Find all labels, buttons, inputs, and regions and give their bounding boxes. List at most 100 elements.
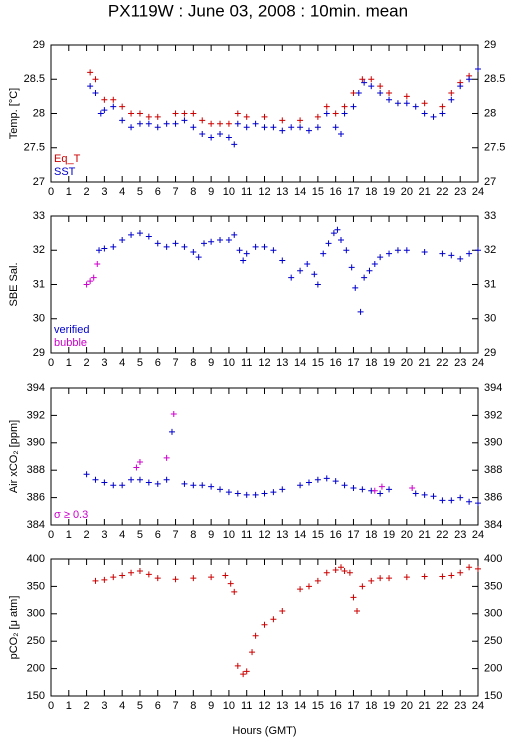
data-point (136, 568, 143, 575)
data-point (168, 428, 175, 435)
data-point (448, 96, 455, 103)
x-tick-label: 2 (84, 357, 90, 369)
y-tick-label: 28 (33, 107, 45, 119)
data-point (145, 120, 152, 127)
data-point (145, 571, 152, 578)
x-tick-label: 11 (241, 529, 252, 541)
data-point (234, 662, 241, 669)
x-tick-label: 4 (119, 186, 125, 198)
data-point (217, 131, 224, 138)
data-point (136, 120, 143, 127)
data-point (348, 264, 355, 271)
data-point (181, 480, 188, 487)
x-tick-label: 22 (436, 700, 448, 712)
data-point (110, 574, 117, 581)
data-point (90, 274, 97, 281)
data-point (297, 267, 304, 274)
data-point (350, 485, 357, 492)
x-tick-label: 12 (258, 529, 270, 541)
data-point (332, 478, 339, 485)
y-tick-label: 200 (484, 663, 502, 675)
data-point (377, 83, 384, 90)
data-point (225, 489, 232, 496)
data-point (377, 575, 384, 582)
y-tick-label: 386 (27, 492, 45, 504)
data-point (217, 486, 224, 493)
x-tick-label: 1 (66, 186, 72, 198)
x-tick-label: 7 (172, 529, 178, 541)
data-point (354, 608, 361, 615)
x-tick-label: 0 (48, 357, 54, 369)
y-tick-label: 394 (27, 382, 45, 394)
data-point (208, 238, 215, 245)
x-tick-label: 14 (294, 700, 306, 712)
y-tick-label: 150 (27, 690, 45, 702)
data-point (366, 267, 373, 274)
data-point (355, 89, 362, 96)
data-point (208, 483, 215, 490)
data-point (136, 476, 143, 483)
data-point (208, 574, 215, 581)
x-tick-label: 5 (137, 529, 143, 541)
y-tick-label: 32 (484, 244, 496, 256)
y-axis-label: Temp. [°C] (8, 88, 20, 139)
x-tick-label: 21 (419, 700, 431, 712)
data-point (154, 240, 161, 247)
x-tick-label: 17 (347, 357, 359, 369)
data-point (110, 243, 117, 250)
data-point (92, 76, 99, 83)
data-point (457, 83, 464, 90)
x-tick-label: 19 (383, 357, 395, 369)
data-point (457, 569, 464, 576)
data-point (154, 124, 161, 131)
data-point (110, 482, 117, 489)
y-tick-label: 300 (27, 608, 45, 620)
x-tick-label: 22 (436, 529, 448, 541)
x-tick-label: 10 (223, 529, 235, 541)
x-tick-label: 16 (330, 186, 342, 198)
data-point (314, 476, 321, 483)
data-point (119, 103, 126, 110)
data-point (343, 247, 350, 254)
data-point (297, 124, 304, 131)
y-tick-label: 29 (484, 347, 496, 359)
x-tick-label: 7 (172, 186, 178, 198)
data-point (430, 113, 437, 120)
data-point (279, 486, 286, 493)
x-tick-label: 17 (347, 700, 359, 712)
x-tick-label: 2 (84, 529, 90, 541)
legend-label: SST (54, 166, 76, 178)
data-point (195, 254, 202, 261)
x-tick-label: 1 (66, 357, 72, 369)
data-point (409, 485, 416, 492)
y-axis-label: SBE Sal. (8, 262, 20, 306)
data-point (466, 250, 473, 257)
data-point (439, 497, 446, 504)
chart-title: PX119W : June 03, 2008 : 10min. mean (108, 1, 408, 20)
data-point (154, 480, 161, 487)
y-tick-label: 30 (33, 313, 45, 325)
data-point (305, 479, 312, 486)
data-point (368, 577, 375, 584)
data-point (430, 493, 437, 500)
data-point (94, 260, 101, 267)
y-tick-label: 400 (484, 553, 502, 565)
data-point (314, 577, 321, 584)
data-point (145, 233, 152, 240)
data-point (252, 632, 259, 639)
x-tick-label: 21 (419, 529, 431, 541)
y-tick-label: 31 (484, 278, 496, 290)
y-tick-label: 27.5 (484, 142, 505, 154)
x-tick-label: 6 (155, 186, 161, 198)
data-point (314, 113, 321, 120)
data-point (190, 124, 197, 131)
data-point (325, 240, 332, 247)
x-tick-label: 14 (294, 186, 306, 198)
data-point (270, 616, 277, 623)
data-point (136, 458, 143, 465)
x-tick-label: 10 (223, 700, 235, 712)
x-tick-label: 8 (190, 357, 196, 369)
data-point (243, 668, 250, 675)
data-point (181, 117, 188, 124)
